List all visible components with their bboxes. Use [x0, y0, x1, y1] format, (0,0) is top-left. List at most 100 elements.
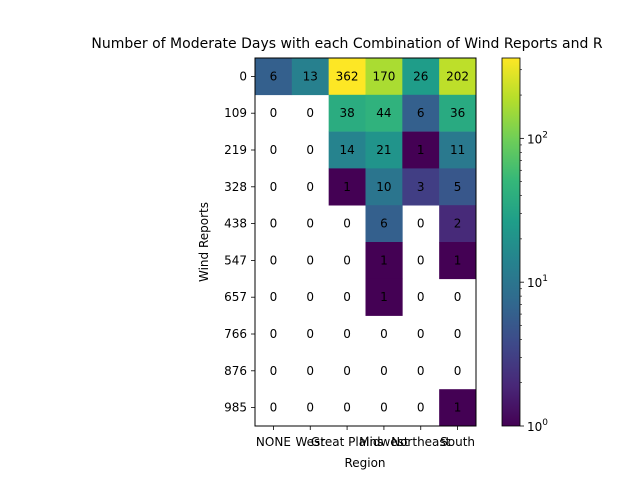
cell-value-label: 0 — [270, 143, 278, 157]
cell-value-label: 0 — [306, 143, 314, 157]
cell-value-label: 0 — [417, 253, 425, 267]
colorbar-tick-label: 101 — [527, 274, 548, 290]
cell-value-label: 0 — [306, 106, 314, 120]
cell-value-label: 0 — [343, 401, 351, 415]
colorbar-tick-label: 102 — [527, 130, 548, 146]
colorbar-tick-label: 100 — [527, 418, 548, 434]
cell-value-label: 0 — [270, 290, 278, 304]
cell-value-label: 1 — [454, 401, 462, 415]
cell-value-label: 5 — [454, 180, 462, 194]
y-axis-ticks: 0 109 219 328 438 547 657 766 876 985 — [224, 69, 255, 415]
y-axis-label: Wind Reports — [197, 202, 211, 282]
cell-value-label: 0 — [306, 253, 314, 267]
cell-value-label: 0 — [270, 217, 278, 231]
cell-value-label: 0 — [417, 290, 425, 304]
y-tick-label: 876 — [224, 364, 247, 378]
x-axis-label: Region — [344, 456, 385, 470]
x-tick-label: South — [440, 435, 475, 449]
heatmap-cell — [439, 242, 477, 280]
cell-value-label: 0 — [380, 327, 388, 341]
cell-value-label: 0 — [306, 290, 314, 304]
cell-value-label: 0 — [306, 401, 314, 415]
heatmap-cell — [439, 389, 477, 427]
y-tick-label: 657 — [224, 290, 247, 304]
y-tick-label: 109 — [224, 106, 247, 120]
cell-value-label: 3 — [417, 180, 425, 194]
cell-value-label: 170 — [372, 69, 395, 83]
cell-value-label: 0 — [454, 290, 462, 304]
x-tick-label: West — [295, 435, 325, 449]
cell-value-label: 0 — [306, 327, 314, 341]
cell-value-label: 38 — [339, 106, 354, 120]
cell-value-label: 0 — [270, 401, 278, 415]
heatmap-cell — [439, 58, 477, 96]
cell-value-label: 0 — [343, 290, 351, 304]
cell-value-label: 6 — [380, 217, 388, 231]
cell-value-label: 14 — [339, 143, 354, 157]
colorbar — [501, 57, 521, 427]
heatmap-cell — [255, 58, 293, 96]
heatmap-cell — [328, 168, 366, 206]
cell-value-label: 202 — [446, 69, 469, 83]
cell-value-label: 0 — [343, 253, 351, 267]
cell-value-label: 0 — [270, 364, 278, 378]
cell-value-label: 0 — [306, 217, 314, 231]
cell-value-label: 0 — [343, 364, 351, 378]
x-tick-label: NONE — [256, 435, 291, 449]
cell-value-label: 1 — [454, 253, 462, 267]
cell-value-label: 6 — [417, 106, 425, 120]
cell-value-label: 0 — [270, 253, 278, 267]
heatmap-cell — [402, 131, 440, 169]
chart-title: Number of Moderate Days with each Combin… — [91, 36, 602, 52]
cell-value-label: 1 — [380, 290, 388, 304]
x-tick-label: Northeast — [391, 435, 451, 449]
x-tick-label: Midwest — [359, 435, 409, 449]
y-tick-label: 766 — [224, 327, 247, 341]
cell-value-label: 21 — [376, 143, 391, 157]
heatmap-cell — [365, 131, 403, 169]
heatmap-cell — [328, 131, 366, 169]
heatmap-cell — [291, 58, 329, 96]
heatmap-cells — [255, 58, 477, 427]
heatmap-cell — [439, 131, 477, 169]
cell-value-label: 2 — [454, 217, 462, 231]
colorbar-ticks: 100 101 102 — [520, 69, 548, 434]
cell-value-label: 362 — [336, 69, 359, 83]
heatmap-cell — [439, 205, 477, 243]
heatmap-cell — [328, 58, 366, 96]
cell-value-label: 0 — [343, 217, 351, 231]
cell-value-label: 26 — [413, 69, 428, 83]
heatmap-cell — [439, 94, 477, 132]
cell-value-label: 1 — [343, 180, 351, 194]
heatmap-cell — [365, 205, 403, 243]
cell-value-label: 0 — [270, 327, 278, 341]
cell-value-label: 0 — [343, 327, 351, 341]
heatmap-cell — [402, 168, 440, 206]
cell-value-label: 0 — [417, 364, 425, 378]
heatmap-cell — [365, 278, 403, 316]
cell-value-label: 1 — [380, 253, 388, 267]
cell-value-label: 13 — [303, 69, 318, 83]
heatmap-cell — [365, 94, 403, 132]
heatmap-cell — [365, 242, 403, 280]
heatmap-cell — [365, 168, 403, 206]
cell-value-label: 0 — [380, 401, 388, 415]
cell-value-label: 11 — [450, 143, 465, 157]
y-tick-label: 985 — [224, 401, 247, 415]
cell-value-label: 0 — [380, 364, 388, 378]
cell-value-label: 1 — [417, 143, 425, 157]
cell-value-label: 0 — [417, 401, 425, 415]
cell-value-label: 0 — [454, 327, 462, 341]
y-tick-label: 0 — [239, 69, 247, 83]
y-tick-label: 219 — [224, 143, 247, 157]
y-tick-label: 547 — [224, 253, 247, 267]
cell-value-label: 36 — [450, 106, 465, 120]
cell-value-label: 10 — [376, 180, 391, 194]
plot-frame — [254, 57, 477, 427]
heatmap-cell — [328, 94, 366, 132]
y-tick-label: 438 — [224, 217, 247, 231]
cell-value-label: 0 — [417, 217, 425, 231]
